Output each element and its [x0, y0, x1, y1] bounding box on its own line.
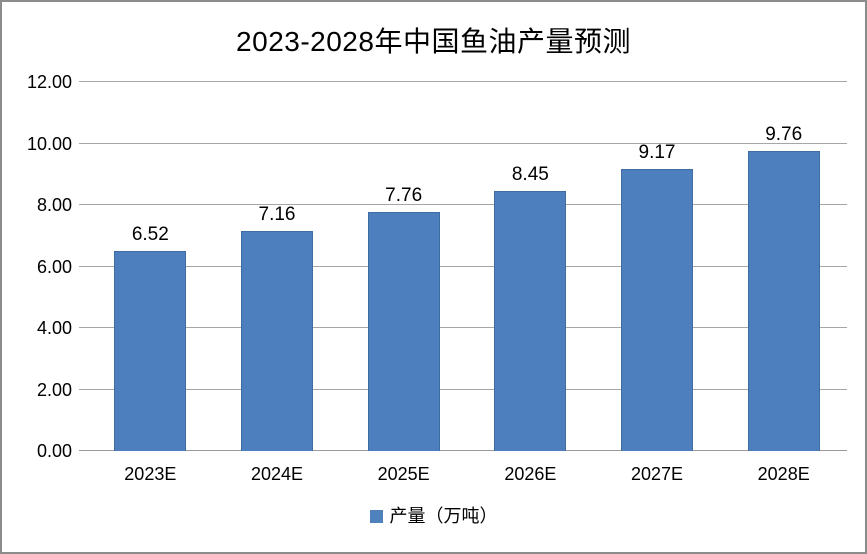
bar-2026E — [494, 191, 567, 451]
x-axis: 2023E 2024E 2025E 2026E 2027E 2028E — [87, 461, 847, 487]
y-axis: 0.00 2.00 4.00 6.00 8.00 10.00 12.00 — [2, 73, 72, 460]
y-tick-label: 12.00 — [26, 72, 72, 92]
y-tick-label: 4.00 — [36, 318, 72, 338]
bar-slot: 9.76 — [720, 82, 847, 451]
legend: 产量（万吨） — [2, 506, 865, 528]
gridline — [79, 142, 847, 144]
bar-2027E — [621, 169, 694, 451]
y-tick-label: 0.00 — [36, 441, 72, 461]
bar-value-label: 9.76 — [765, 123, 803, 145]
bar-value-label: 7.76 — [385, 185, 423, 207]
bar-slot: 7.76 — [340, 82, 467, 451]
y-tick-label: 2.00 — [36, 379, 72, 400]
bar-value-label: 7.16 — [258, 203, 296, 225]
y-tick-label: 10.00 — [26, 133, 72, 154]
chart-title: 2023-2028年中国鱼油产量预测 — [236, 26, 631, 57]
bar-2023E — [114, 250, 187, 451]
legend-marker-icon — [369, 510, 383, 524]
bar-2028E — [747, 150, 820, 451]
x-tick-label: 2028E — [757, 464, 810, 484]
x-tick-label: 2026E — [504, 464, 557, 484]
bar-2025E — [367, 212, 440, 451]
x-tick-label: 2025E — [377, 464, 430, 484]
gridline — [79, 204, 847, 205]
bar-slot: 9.17 — [594, 82, 721, 451]
bar-value-label: 6.52 — [131, 223, 169, 245]
bar-slot: 7.16 — [214, 82, 341, 451]
x-axis-line — [79, 450, 847, 451]
gridline — [79, 81, 847, 82]
gridline — [79, 327, 847, 328]
bar-value-label: 9.17 — [638, 142, 676, 164]
gridline — [79, 265, 847, 267]
plot-area: 6.52 7.16 7.76 8.45 9.17 9.76 — [79, 81, 847, 451]
legend-series-label: 产量（万吨） — [389, 506, 498, 526]
x-tick-label: 2023E — [124, 464, 177, 484]
x-tick-label: 2027E — [630, 464, 684, 484]
bar-slot: 6.52 — [87, 82, 214, 451]
bars-row: 6.52 7.16 7.76 8.45 9.17 9.76 — [87, 82, 847, 451]
gridline — [79, 388, 847, 390]
y-tick-label: 8.00 — [36, 195, 72, 215]
y-tick-label: 6.00 — [36, 256, 72, 277]
x-tick-label: 2024E — [250, 464, 304, 484]
bar-slot: 8.45 — [467, 82, 594, 451]
bar-value-label: 8.45 — [511, 164, 549, 186]
bar-2024E — [241, 230, 313, 451]
